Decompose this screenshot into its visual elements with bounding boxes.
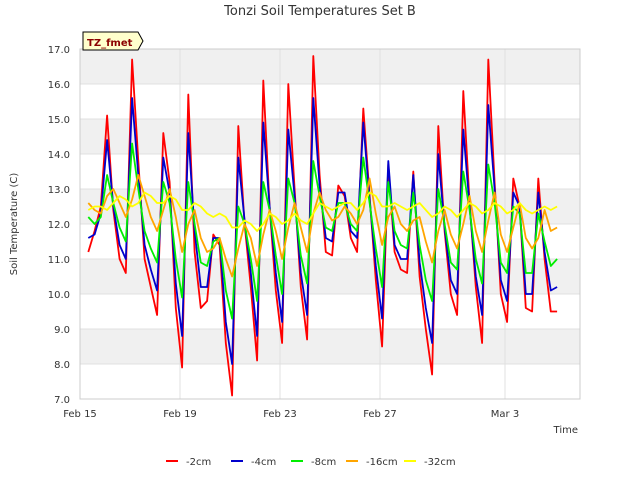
background-band: [80, 259, 580, 294]
y-tick-labels: 7.0 8.0 9.0 10.0 11.0 12.0 13.0 14.0 15.0 16.0 17.…: [48, 45, 70, 406]
legend-label: -2cm: [186, 457, 211, 468]
chart-title: Tonzi Soil Temperatures Set B: [223, 4, 416, 19]
badge-shape: [82, 31, 144, 51]
y-tick-label: 9.0: [54, 325, 70, 336]
x-tick-label: Feb 19: [163, 409, 197, 420]
legend: -2cm -4cm -8cm -16cm -32cm: [166, 457, 456, 468]
series-line--8cm: [87, 142, 558, 320]
legend-item: -32cm: [404, 457, 456, 468]
site-badge: TZ_fmet: [82, 31, 144, 51]
y-tick-label: 7.0: [54, 395, 70, 406]
series-lines: [87, 55, 558, 397]
y-tick-label: 10.0: [48, 290, 70, 301]
series-line--32cm: [87, 191, 558, 232]
badge-label: TZ_fmet: [87, 38, 133, 49]
y-tick-label: 17.0: [48, 45, 70, 56]
plot-frame: [79, 48, 581, 400]
y-tick-label: 14.0: [48, 150, 70, 161]
legend-item: -16cm: [346, 457, 398, 468]
legend-label: -8cm: [311, 457, 336, 468]
x-tick-label: Feb 23: [263, 409, 297, 420]
x-tick-labels: Feb 15 Feb 19 Feb 23 Feb 27 Mar 3: [63, 409, 519, 420]
x-axis-label: Time: [553, 425, 578, 436]
y-tick-label: 13.0: [48, 185, 70, 196]
legend-item: -2cm: [166, 457, 211, 468]
y-tick-label: 12.0: [48, 220, 70, 231]
x-tick-label: Mar 3: [491, 409, 519, 420]
y-axis-label: Soil Temperature (C): [9, 173, 20, 276]
y-tick-label: 16.0: [48, 80, 70, 91]
x-tick-label: Feb 27: [363, 409, 397, 420]
background-band: [80, 49, 580, 84]
y-tick-label: 8.0: [54, 360, 70, 371]
background-bands: [80, 49, 580, 364]
legend-item: -4cm: [231, 457, 276, 468]
x-tick-label: Feb 15: [63, 409, 97, 420]
legend-label: -16cm: [366, 457, 398, 468]
legend-label: -32cm: [424, 457, 456, 468]
y-tick-label: 11.0: [48, 255, 70, 266]
legend-label: -4cm: [251, 457, 276, 468]
legend-item: -8cm: [291, 457, 336, 468]
background-band: [80, 329, 580, 364]
y-tick-label: 15.0: [48, 115, 70, 126]
